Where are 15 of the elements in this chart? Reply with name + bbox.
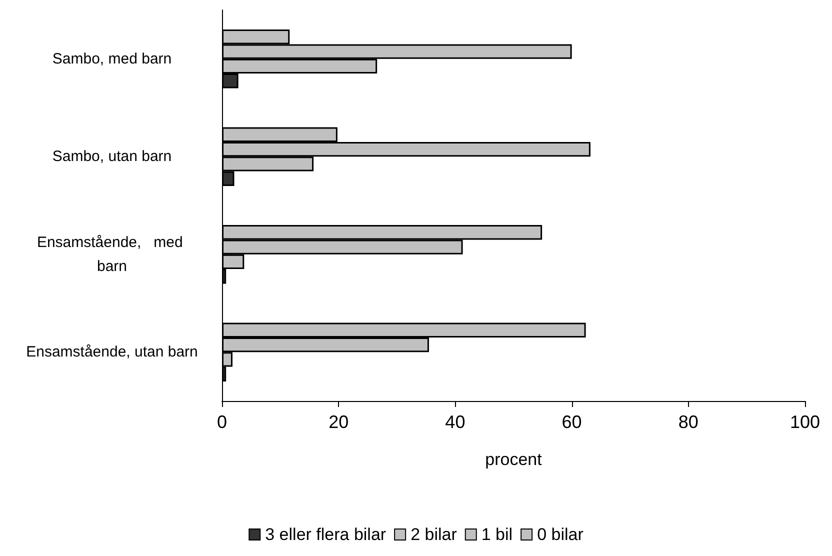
x-tick-label: 40 bbox=[445, 412, 466, 432]
x-tick-label: 60 bbox=[562, 412, 582, 432]
x-tick-label: 80 bbox=[678, 412, 698, 432]
x-tick-label: 20 bbox=[328, 412, 349, 432]
y-tick-label: Ensamstående, utan barn bbox=[26, 344, 198, 361]
legend-label: 3 eller flera bilar bbox=[265, 525, 386, 544]
x-axis-title: procent bbox=[485, 450, 542, 469]
y-tick-label: Ensamstående, med barn bbox=[36, 234, 188, 275]
legend-label: 0 bilar bbox=[537, 525, 584, 544]
legend-label: 1 bil bbox=[481, 525, 513, 544]
y-tick-label: Sambo, med barn bbox=[52, 50, 172, 68]
x-tick-label: 100 bbox=[790, 412, 820, 432]
y-tick-label: Sambo, utan barn bbox=[52, 148, 172, 166]
legend-label: 2 bilar bbox=[410, 525, 458, 544]
x-tick-label: 0 bbox=[216, 412, 228, 432]
